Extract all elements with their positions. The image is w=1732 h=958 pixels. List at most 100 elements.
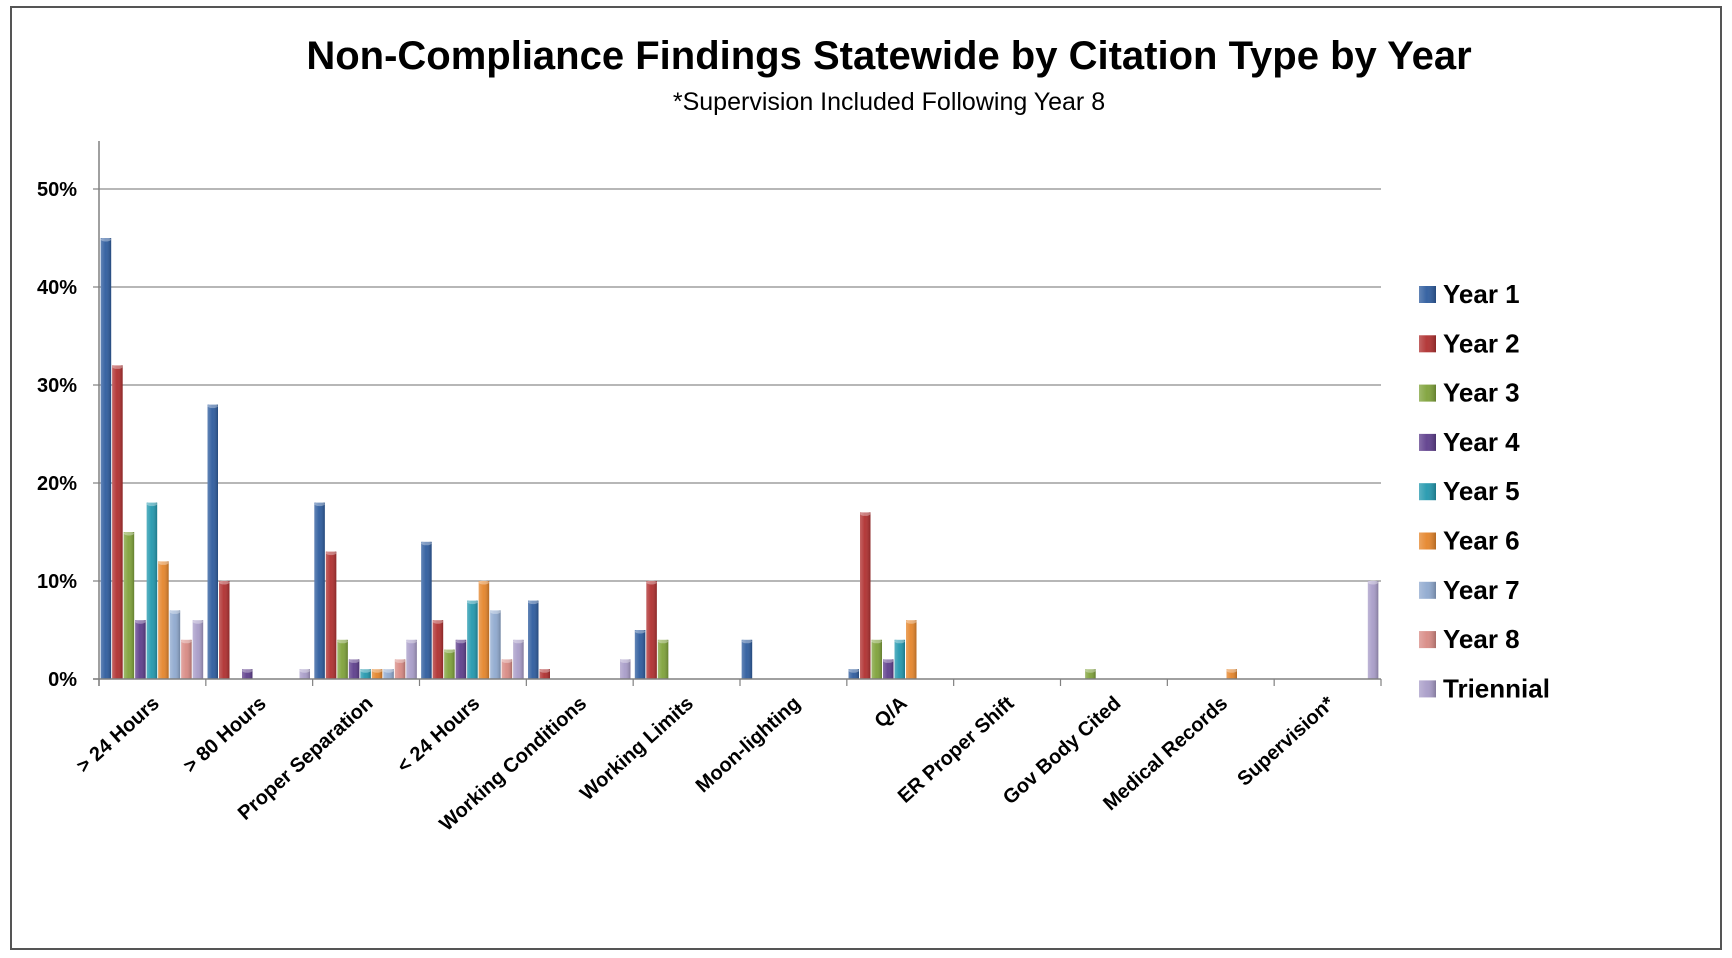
bar-shading (657, 639, 669, 679)
bar-shading (883, 659, 894, 679)
bar-cap (100, 237, 112, 242)
bar-cap (455, 639, 467, 644)
bar-shading (299, 669, 310, 679)
y-tick-label: 10% (37, 571, 77, 593)
x-tick-label: > 24 Hours (73, 692, 164, 777)
bar-shading (871, 639, 882, 679)
bar-shading (383, 669, 394, 679)
legend-swatch-shading (1419, 532, 1436, 550)
bar-shading (360, 669, 371, 679)
bar-cap (894, 639, 905, 644)
bar-cap (383, 668, 394, 673)
bar-shading (455, 639, 467, 679)
bar-cap (325, 551, 337, 556)
legend-swatch-shading (1419, 483, 1436, 501)
legend-label: Year 2 (1443, 328, 1520, 358)
bar-shading (181, 639, 192, 679)
bar-cap (657, 639, 669, 644)
bar-shading (528, 600, 539, 679)
bar-shading (371, 669, 383, 679)
bar-cap (207, 404, 218, 409)
bar-cap (146, 502, 158, 507)
bar-shading (325, 551, 337, 679)
bar-shading (906, 620, 917, 679)
bar-shading (112, 365, 123, 679)
legend-swatch-shading (1419, 286, 1436, 303)
bar-cap (242, 668, 253, 673)
y-axis-ticks: 0% 10% 20% 30% 40% 50% (37, 179, 77, 691)
x-tick-label: > 80 Hours (179, 692, 270, 777)
bar-cap (1367, 580, 1379, 585)
bar-shading (467, 600, 478, 679)
bar-shading (894, 639, 905, 679)
bar-shading (146, 502, 158, 679)
bar-cap (490, 609, 501, 614)
bar-shading (478, 581, 490, 679)
bar-shading (406, 639, 417, 679)
bar-shading (158, 561, 169, 679)
x-tick-label: Q/A (870, 692, 911, 732)
gridlines (99, 188, 1381, 582)
bar-cap (620, 658, 631, 663)
bar-shading (242, 669, 253, 679)
bar-shading (432, 620, 444, 679)
bar-cap (432, 619, 444, 624)
bar-cap (135, 619, 146, 624)
bar-shading (421, 541, 432, 679)
bar-cap (1226, 668, 1237, 673)
legend-swatch-shading (1419, 335, 1436, 353)
bar-shading (394, 659, 406, 679)
chart-subtitle: *Supervision Included Following Year 8 (673, 88, 1105, 116)
bar-shading (513, 639, 524, 679)
x-tick-label: Moon-lighting (692, 692, 805, 797)
x-tick-label: Working Limits (576, 692, 698, 805)
bar-cap (478, 580, 490, 585)
bar-cap (219, 580, 230, 585)
bar-cap (123, 531, 135, 536)
bar-shading (848, 669, 859, 679)
bar-cap (539, 668, 550, 673)
bar-cap (337, 639, 348, 644)
bar-shading (1367, 581, 1379, 679)
bar-shading (1085, 669, 1096, 679)
bar-cap (501, 658, 513, 663)
legend-label: Year 6 (1443, 526, 1520, 556)
bar-shading (123, 532, 135, 679)
bar-cap (371, 668, 383, 673)
chart-svg: Non-Compliance Findings Statewide by Cit… (37, 34, 1550, 836)
bar-cap (741, 639, 753, 644)
bar-shading (135, 620, 146, 679)
legend: Year 1 Year 2 Year 3 Year 4 Year 5 Year 6 Year… (1419, 279, 1550, 703)
legend-label: Year 4 (1443, 427, 1520, 457)
legend-label: Year 7 (1443, 575, 1520, 605)
bar-shading (741, 639, 753, 679)
bar-shading (207, 404, 218, 679)
legend-swatch-shading (1419, 680, 1436, 698)
bar-shading (634, 630, 646, 679)
chart-title: Non-Compliance Findings Statewide by Cit… (306, 34, 1471, 78)
bar-shading (620, 659, 631, 679)
bar-cap (871, 639, 882, 644)
bar-cap (1085, 668, 1096, 673)
legend-swatch-shading (1419, 581, 1436, 599)
y-tick-label: 30% (37, 375, 77, 397)
legend-swatch-shading (1419, 631, 1436, 649)
bar-cap (513, 639, 524, 644)
bar-cap (158, 560, 169, 565)
bar-cap (634, 629, 646, 634)
bar-cap (883, 658, 894, 663)
bar-shading (192, 620, 204, 679)
legend-label: Triennial (1443, 673, 1550, 703)
y-tick-label: 20% (37, 473, 77, 495)
bar-cap (848, 668, 859, 673)
bar-shading (169, 610, 181, 679)
bar-shading (100, 238, 112, 679)
bar-shading (539, 669, 550, 679)
legend-swatch-shading (1419, 433, 1436, 451)
bar-cap (314, 502, 325, 507)
bar-cap (444, 649, 455, 654)
x-tick-label: ER Proper Shift (894, 692, 1019, 807)
bar-shading (1226, 669, 1237, 679)
y-tick-label: 40% (37, 277, 77, 299)
